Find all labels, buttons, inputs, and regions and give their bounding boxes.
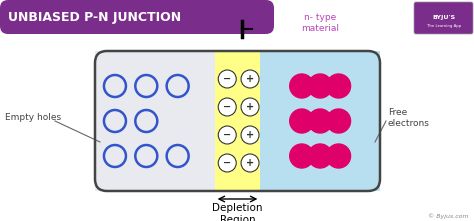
Circle shape — [241, 98, 259, 116]
Text: +: + — [246, 74, 254, 84]
Text: Free
electrons: Free electrons — [388, 108, 430, 128]
Bar — [260, 51, 380, 191]
Text: Empty holes: Empty holes — [5, 114, 61, 122]
Text: +: + — [246, 130, 254, 140]
Text: −: − — [223, 130, 231, 140]
Text: −: − — [223, 74, 231, 84]
Circle shape — [290, 144, 314, 168]
Text: n- type
material: n- type material — [301, 13, 339, 33]
Circle shape — [218, 154, 236, 172]
Circle shape — [241, 70, 259, 88]
Text: © Byjus.com: © Byjus.com — [428, 213, 469, 219]
Text: The Learning App: The Learning App — [427, 24, 461, 28]
FancyBboxPatch shape — [414, 2, 473, 34]
Bar — [95, 51, 215, 191]
Bar — [215, 51, 260, 191]
Circle shape — [290, 74, 314, 98]
Circle shape — [290, 109, 314, 133]
Text: +: + — [246, 158, 254, 168]
Circle shape — [218, 126, 236, 144]
Text: UNBIASED P-N JUNCTION: UNBIASED P-N JUNCTION — [8, 11, 181, 23]
Text: BYJU'S: BYJU'S — [432, 15, 456, 21]
Circle shape — [308, 74, 332, 98]
Circle shape — [308, 109, 332, 133]
FancyBboxPatch shape — [95, 51, 380, 191]
Circle shape — [218, 98, 236, 116]
Circle shape — [241, 126, 259, 144]
Circle shape — [327, 74, 351, 98]
Text: −: − — [223, 158, 231, 168]
Circle shape — [308, 144, 332, 168]
Text: −: − — [223, 102, 231, 112]
Circle shape — [218, 70, 236, 88]
Text: p- type
material: p- type material — [136, 13, 174, 33]
Circle shape — [241, 154, 259, 172]
Text: Depletion
Region: Depletion Region — [212, 203, 263, 221]
Circle shape — [327, 109, 351, 133]
Circle shape — [327, 144, 351, 168]
FancyBboxPatch shape — [0, 0, 274, 34]
Text: +: + — [246, 102, 254, 112]
